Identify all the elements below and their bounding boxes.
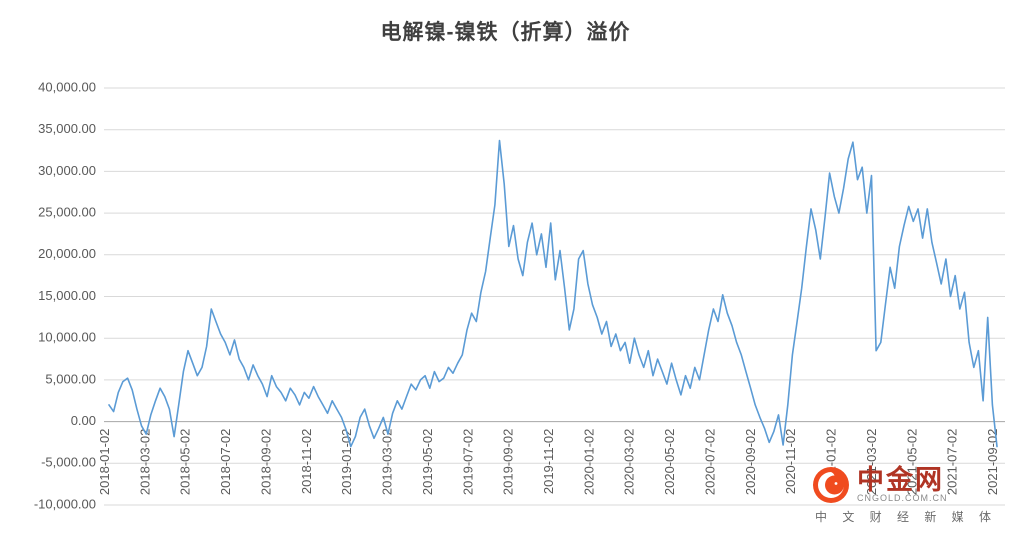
y-tick-label: 5,000.00 — [45, 371, 96, 386]
y-tick-label: -5,000.00 — [41, 455, 96, 470]
x-tick-label: 2021-09-02 — [985, 429, 1000, 496]
y-tick-label: 10,000.00 — [38, 330, 96, 345]
y-tick-label: 30,000.00 — [38, 163, 96, 178]
x-tick-label: 2019-05-02 — [420, 429, 435, 496]
y-tick-label: -10,000.00 — [34, 496, 96, 511]
series-line-premium — [108, 139, 998, 448]
x-tick-label: 2020-05-02 — [662, 429, 677, 496]
y-tick-label: 0.00 — [71, 413, 96, 428]
x-tick-label: 2018-05-02 — [178, 429, 193, 496]
x-tick-label: 2020-07-02 — [702, 429, 717, 496]
x-tick-label: 2020-11-02 — [783, 429, 798, 495]
x-tick-label: 2018-01-02 — [97, 429, 112, 496]
x-tick-label: 2020-09-02 — [743, 429, 758, 496]
y-tick-label: 15,000.00 — [38, 288, 96, 303]
x-tick-label: 2019-09-02 — [501, 429, 516, 496]
x-tick-label: 2021-07-02 — [945, 429, 960, 496]
x-tick-label: 2018-03-02 — [137, 429, 152, 496]
x-tick-label: 2021-03-02 — [864, 429, 879, 496]
x-tick-label: 2020-03-02 — [622, 429, 637, 496]
y-tick-label: 20,000.00 — [38, 246, 96, 261]
x-tick-label: 2021-01-02 — [824, 429, 839, 496]
y-tick-label: 40,000.00 — [38, 79, 96, 94]
x-tick-label: 2018-07-02 — [218, 429, 233, 496]
x-tick-label: 2019-03-02 — [380, 429, 395, 496]
x-tick-label: 2019-01-02 — [339, 429, 354, 496]
x-tick-label: 2018-09-02 — [258, 429, 273, 496]
y-tick-label: 35,000.00 — [38, 121, 96, 136]
x-tick-label: 2019-11-02 — [541, 429, 556, 495]
x-tick-label: 2021-05-02 — [904, 429, 919, 496]
y-tick-label: 25,000.00 — [38, 205, 96, 220]
x-tick-label: 2019-07-02 — [460, 429, 475, 496]
x-tick-label: 2020-01-02 — [581, 429, 596, 496]
x-tick-label: 2018-11-02 — [299, 429, 314, 495]
